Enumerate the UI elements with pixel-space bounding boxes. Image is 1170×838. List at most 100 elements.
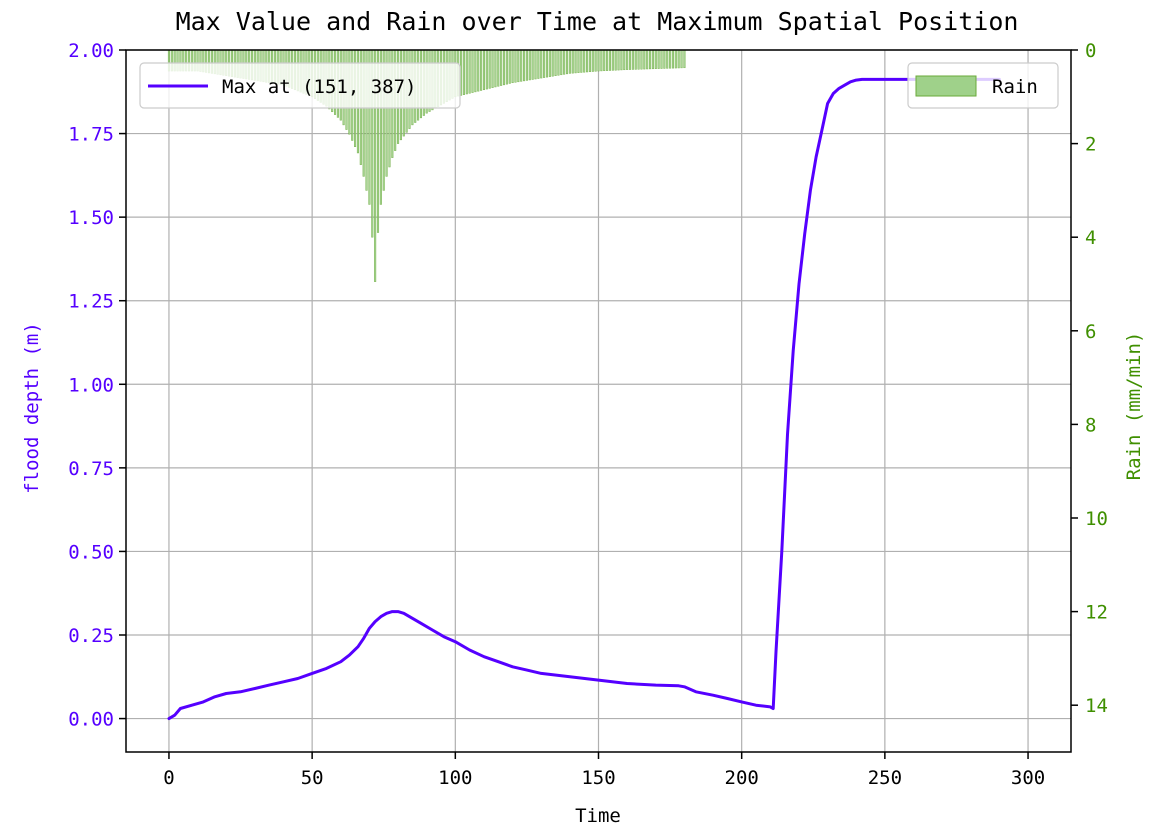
left-tick-label: 0.50 [68, 541, 114, 563]
rain-bar [634, 49, 637, 70]
x-tick-label: 50 [301, 767, 324, 789]
rain-bar [514, 49, 517, 83]
rain-bar [586, 49, 589, 73]
rain-bar [649, 49, 652, 70]
rain-bar [591, 49, 594, 72]
left-axis-ticks: 0.00 0.25 0.50 0.75 1.00 1.25 1.50 1.75 2.00 [68, 40, 126, 731]
rain-bar [580, 49, 583, 73]
right-axis-label: Rain (mm/min) [1123, 332, 1145, 481]
rain-bar [557, 49, 560, 76]
rain-bar [671, 49, 674, 69]
rain-bar [488, 49, 491, 89]
rain-bar [505, 49, 508, 85]
right-tick-label: 6 [1085, 321, 1096, 343]
rain-bar [683, 49, 686, 69]
rain-bar [528, 49, 531, 81]
rain-bar [657, 49, 660, 69]
rain-bar [560, 49, 563, 76]
rain-bar [543, 49, 546, 78]
rain-bar [525, 49, 528, 81]
x-tick-label: 0 [163, 767, 174, 789]
left-tick-label: 0.25 [68, 625, 114, 647]
rain-bar [491, 49, 494, 88]
rain-bar [537, 49, 540, 79]
right-tick-label: 14 [1085, 695, 1108, 717]
rain-bar [677, 49, 680, 69]
left-tick-label: 1.00 [68, 374, 114, 396]
legend-line-box [139, 62, 461, 109]
rain-bar [474, 49, 477, 93]
rain-bar [640, 49, 643, 70]
rain-bar [511, 49, 514, 84]
rain-bar [674, 49, 677, 69]
right-tick-label: 0 [1085, 40, 1096, 62]
right-tick-label: 10 [1085, 508, 1108, 530]
rain-bar [680, 49, 683, 69]
rain-bar [540, 49, 543, 79]
rain-bar [471, 49, 474, 93]
rain-bar [603, 49, 606, 72]
rain-bar [574, 49, 577, 74]
right-axis-ticks: 0 2 4 6 8 10 12 14 [1071, 40, 1108, 717]
rain-bar [462, 49, 465, 95]
left-axis-label: flood depth (m) [21, 322, 43, 494]
right-tick-label: 12 [1085, 602, 1108, 624]
rain-bar [643, 49, 646, 70]
rain-bar [588, 49, 591, 73]
left-tick-label: 0.75 [68, 458, 114, 480]
rain-bar [565, 49, 569, 75]
rain-bar [628, 49, 632, 70]
left-tick-label: 1.25 [68, 291, 114, 313]
rain-bar [517, 49, 520, 83]
x-tick-label: 150 [581, 767, 615, 789]
rain-bar [508, 49, 511, 84]
rain-bar [646, 49, 649, 70]
grid-lines [126, 49, 1071, 752]
rain-bar [571, 49, 574, 74]
rain-bar [465, 49, 468, 95]
rain-bar [651, 49, 654, 70]
rain-bar [548, 49, 551, 77]
rain-bar [468, 49, 471, 94]
x-tick-label: 100 [438, 767, 472, 789]
rain-bar [554, 49, 557, 76]
rain-bar [583, 49, 586, 73]
rain-bar [480, 49, 483, 91]
rain-bar [614, 49, 617, 71]
rain-bar [663, 49, 666, 69]
rain-bar [606, 49, 609, 71]
rain-bar [660, 49, 663, 69]
rain-bar [502, 49, 506, 86]
legend-rain: Rain [907, 62, 1059, 109]
legend-rain-box [907, 62, 1059, 109]
rain-bar [611, 49, 614, 71]
rain-bar [482, 49, 485, 91]
legend-line: Max at (151, 387) [139, 62, 461, 109]
rain-bar [597, 49, 600, 72]
rain-bar [477, 49, 480, 92]
rain-bar [631, 49, 634, 70]
left-tick-label: 0.00 [68, 709, 114, 731]
rain-bar [577, 49, 580, 73]
rain-bar [594, 49, 597, 72]
rain-bar [531, 49, 534, 80]
rain-bar [494, 49, 497, 88]
rain-bar [534, 49, 537, 80]
legend-rain-label: Rain [992, 76, 1038, 98]
rain-bar [623, 49, 626, 71]
right-tick-label: 2 [1085, 134, 1096, 156]
rain-bar [520, 49, 523, 82]
left-tick-label: 1.50 [68, 207, 114, 229]
rain-bar [523, 49, 526, 82]
rain-bar [551, 49, 554, 77]
rain-bar [617, 49, 620, 71]
rain-bar [608, 49, 611, 71]
rain-bar [669, 49, 672, 69]
left-tick-label: 2.00 [68, 40, 114, 62]
x-axis-label: Time [575, 805, 621, 827]
flood-depth-line-layer [167, 77, 1001, 721]
rain-bar [485, 49, 488, 90]
rain-bar [497, 49, 500, 87]
rain-bar [600, 49, 603, 72]
